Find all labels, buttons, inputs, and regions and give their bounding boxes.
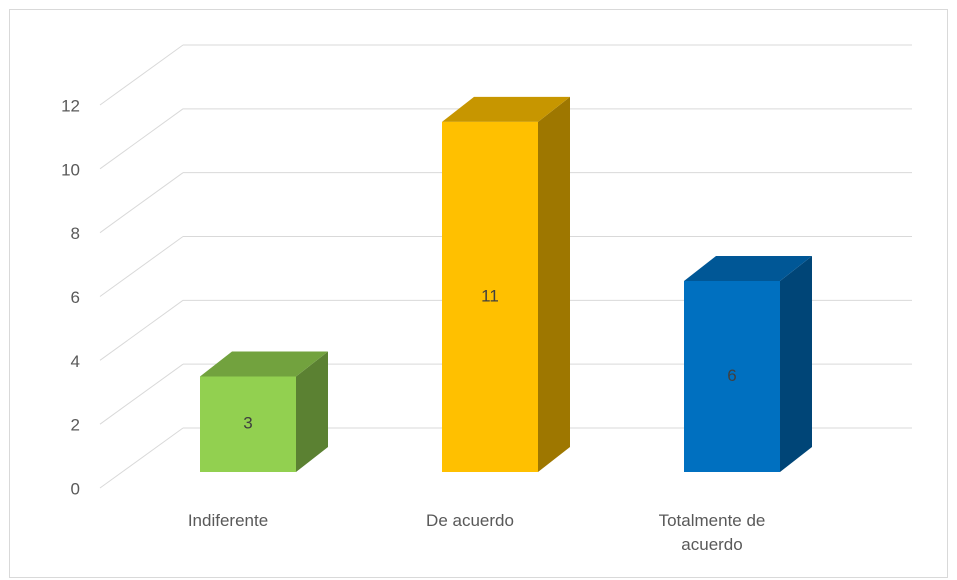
bar-top: [200, 351, 328, 377]
y-tick-label: 4: [71, 352, 80, 371]
y-tick-label: 8: [71, 224, 80, 243]
grid-line-side: [99, 236, 184, 297]
bar-side: [780, 256, 812, 472]
bar-top: [442, 96, 570, 122]
y-tick-label: 10: [61, 160, 80, 179]
bar: [200, 376, 296, 472]
bar-side: [296, 351, 328, 472]
grid-line-side: [99, 299, 184, 361]
data-label: 6: [727, 366, 736, 385]
grid-line-side: [99, 108, 184, 170]
bar-top: [684, 256, 812, 281]
grid-line-side: [99, 44, 184, 106]
grid-line-side: [99, 363, 184, 425]
y-tick-label: 2: [71, 416, 80, 435]
data-label: 3: [243, 414, 252, 433]
y-tick-label: 12: [61, 96, 80, 115]
y-tick-label: 0: [71, 479, 80, 498]
x-tick-label: De acuerdo: [426, 511, 514, 530]
grid-line-side: [99, 172, 184, 234]
x-tick-label: Indiferente: [187, 511, 269, 530]
grid-line-side: [99, 427, 184, 489]
data-label: 11: [481, 286, 499, 305]
y-tick-label: 6: [71, 288, 80, 307]
bar: [442, 121, 538, 472]
bar-side: [538, 96, 570, 472]
x-tick-label: Totalmente de acuerdo: [658, 511, 766, 554]
bar: [684, 281, 780, 472]
